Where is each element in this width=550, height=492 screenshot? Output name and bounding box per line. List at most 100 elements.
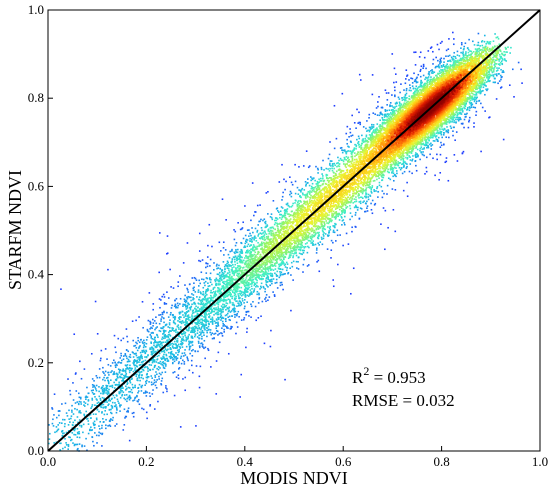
scatter-point bbox=[472, 98, 475, 101]
scatter-point bbox=[239, 228, 242, 231]
scatter-point bbox=[191, 314, 193, 316]
scatter-point bbox=[71, 409, 73, 412]
scatter-point bbox=[185, 328, 188, 330]
scatter-point bbox=[67, 445, 70, 448]
scatter-point bbox=[147, 370, 149, 372]
scatter-point bbox=[416, 76, 418, 79]
scatter-point bbox=[186, 356, 189, 358]
scatter-point bbox=[311, 187, 314, 190]
scatter-point bbox=[201, 259, 204, 261]
scatter-point bbox=[392, 172, 395, 174]
scatter-point bbox=[476, 96, 478, 99]
scatter-point bbox=[129, 356, 132, 359]
scatter-point bbox=[110, 408, 112, 411]
scatter-point bbox=[249, 254, 251, 257]
scatter-point bbox=[406, 156, 409, 159]
scatter-point bbox=[283, 273, 285, 275]
scatter-point bbox=[227, 291, 229, 294]
scatter-point bbox=[431, 136, 433, 139]
scatter-point bbox=[198, 285, 200, 287]
scatter-point bbox=[235, 248, 237, 251]
scatter-point bbox=[218, 264, 220, 267]
scatter-point bbox=[72, 442, 74, 444]
scatter-point bbox=[192, 287, 195, 290]
scatter-point bbox=[200, 327, 203, 329]
scatter-point bbox=[166, 345, 169, 348]
scatter-point bbox=[131, 412, 134, 415]
scatter-point bbox=[182, 355, 185, 357]
scatter-point bbox=[286, 211, 288, 213]
scatter-point bbox=[258, 270, 260, 273]
scatter-point bbox=[236, 262, 239, 265]
scatter-point bbox=[201, 293, 204, 296]
scatter-point bbox=[123, 374, 125, 377]
scatter-point bbox=[291, 204, 294, 207]
scatter-point bbox=[220, 310, 223, 312]
scatter-point bbox=[144, 356, 146, 358]
scatter-point bbox=[283, 178, 285, 181]
scatter-point bbox=[378, 114, 381, 117]
scatter-point bbox=[198, 322, 201, 325]
scatter-point bbox=[127, 350, 130, 353]
scatter-point bbox=[335, 137, 338, 140]
scatter-point bbox=[106, 393, 109, 396]
scatter-point bbox=[205, 299, 207, 302]
scatter-point bbox=[279, 222, 281, 225]
scatter-point bbox=[257, 285, 259, 288]
scatter-point bbox=[191, 329, 194, 331]
scatter-point bbox=[427, 79, 430, 81]
scatter-point bbox=[186, 357, 189, 360]
scatter-point bbox=[200, 332, 202, 335]
scatter-point bbox=[242, 221, 245, 224]
scatter-point bbox=[243, 279, 246, 282]
scatter-point bbox=[181, 310, 184, 313]
scatter-point bbox=[175, 356, 177, 358]
scatter-point bbox=[355, 206, 358, 209]
scatter-point bbox=[216, 311, 218, 314]
scatter-point bbox=[265, 233, 268, 235]
scatter-point bbox=[308, 193, 311, 195]
scatter-point bbox=[353, 201, 356, 203]
scatter-point bbox=[453, 38, 455, 40]
scatter-point bbox=[205, 322, 207, 324]
scatter-point bbox=[437, 131, 440, 134]
scatter-point bbox=[63, 425, 66, 428]
scatter-point bbox=[500, 76, 503, 79]
scatter-point bbox=[357, 122, 359, 124]
scatter-point bbox=[78, 443, 81, 445]
scatter-point bbox=[380, 106, 383, 109]
scatter-point bbox=[101, 396, 104, 399]
scatter-point bbox=[179, 316, 181, 318]
scatter-point bbox=[213, 269, 215, 271]
scatter-point bbox=[350, 141, 352, 143]
scatter-point bbox=[263, 218, 266, 220]
scatter-point bbox=[264, 290, 266, 293]
scatter-point bbox=[185, 306, 187, 308]
scatter-point bbox=[330, 219, 332, 222]
scatter-point bbox=[148, 292, 151, 294]
scatter-point bbox=[408, 79, 410, 81]
scatter-point bbox=[245, 310, 248, 313]
scatter-point bbox=[479, 92, 482, 95]
scatter-point bbox=[445, 55, 447, 58]
scatter-point bbox=[445, 157, 448, 159]
scatter-point bbox=[427, 73, 430, 75]
scatter-point bbox=[173, 360, 176, 363]
scatter-point bbox=[460, 51, 462, 54]
scatter-point bbox=[419, 84, 422, 86]
scatter-point bbox=[454, 113, 457, 116]
scatter-point bbox=[434, 136, 437, 138]
scatter-point bbox=[378, 181, 381, 184]
scatter-point bbox=[134, 364, 136, 367]
scatter-point bbox=[175, 331, 177, 333]
scatter-point bbox=[211, 245, 213, 248]
scatter-point bbox=[183, 298, 186, 301]
scatter-point bbox=[127, 358, 130, 361]
scatter-point bbox=[362, 191, 364, 193]
scatter-point bbox=[102, 392, 104, 395]
scatter-point bbox=[235, 270, 237, 273]
scatter-point bbox=[432, 72, 434, 74]
scatter-point bbox=[364, 189, 367, 191]
scatter-point bbox=[156, 355, 159, 358]
scatter-point bbox=[182, 332, 185, 335]
